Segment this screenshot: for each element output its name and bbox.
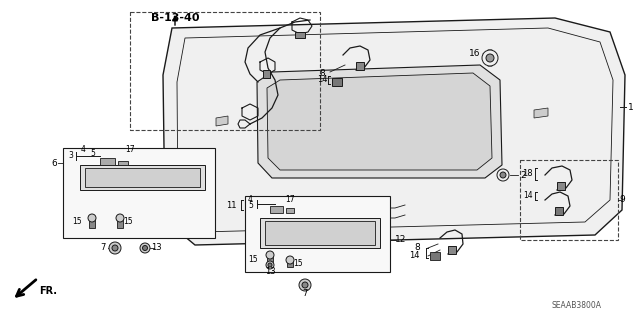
Text: 3: 3 — [68, 152, 73, 160]
Text: 11: 11 — [227, 201, 237, 210]
Text: 6: 6 — [51, 159, 57, 167]
Text: 18: 18 — [522, 169, 533, 179]
Polygon shape — [117, 218, 123, 228]
Text: SEAAB3800A: SEAAB3800A — [551, 300, 601, 309]
Polygon shape — [118, 161, 128, 165]
Text: 16: 16 — [469, 49, 481, 58]
Polygon shape — [80, 165, 205, 190]
Polygon shape — [89, 218, 95, 228]
Circle shape — [486, 54, 494, 62]
Circle shape — [299, 279, 311, 291]
Polygon shape — [267, 73, 492, 170]
Text: 14: 14 — [524, 191, 533, 201]
Polygon shape — [263, 70, 270, 78]
Circle shape — [266, 261, 274, 269]
Polygon shape — [245, 196, 390, 272]
Text: 5: 5 — [91, 149, 95, 158]
Polygon shape — [287, 260, 293, 267]
Polygon shape — [265, 221, 375, 245]
Text: B-13-40: B-13-40 — [151, 13, 199, 23]
Polygon shape — [286, 208, 294, 213]
Circle shape — [302, 282, 308, 288]
Circle shape — [112, 245, 118, 251]
Text: 5: 5 — [248, 202, 253, 211]
Polygon shape — [85, 168, 200, 187]
Circle shape — [140, 243, 150, 253]
Circle shape — [88, 214, 96, 222]
Polygon shape — [260, 218, 380, 248]
Circle shape — [500, 172, 506, 178]
Polygon shape — [356, 62, 364, 70]
Text: 7: 7 — [100, 243, 106, 253]
Text: FR.: FR. — [39, 286, 57, 296]
Circle shape — [268, 263, 272, 267]
Text: 13: 13 — [265, 268, 275, 277]
Text: 2: 2 — [520, 170, 526, 180]
Circle shape — [286, 256, 294, 264]
Polygon shape — [486, 50, 494, 66]
Polygon shape — [63, 148, 215, 238]
Polygon shape — [216, 116, 228, 126]
Text: 7: 7 — [302, 290, 308, 299]
Text: 17: 17 — [285, 196, 295, 204]
Text: 1: 1 — [628, 102, 634, 112]
Polygon shape — [295, 32, 305, 38]
Polygon shape — [332, 78, 342, 86]
Text: 15: 15 — [248, 255, 258, 263]
Polygon shape — [557, 182, 565, 190]
Polygon shape — [555, 207, 563, 215]
Text: 13: 13 — [150, 243, 161, 253]
Text: 8: 8 — [319, 69, 325, 78]
Text: 14: 14 — [317, 76, 327, 85]
Text: 8: 8 — [414, 243, 420, 253]
Polygon shape — [100, 158, 115, 165]
Circle shape — [109, 242, 121, 254]
Polygon shape — [534, 108, 548, 118]
Circle shape — [497, 169, 509, 181]
Text: 12: 12 — [396, 235, 406, 244]
Text: 9: 9 — [619, 196, 625, 204]
Polygon shape — [430, 252, 440, 260]
Text: 4: 4 — [248, 196, 253, 204]
Text: 15: 15 — [72, 218, 82, 226]
Circle shape — [116, 214, 124, 222]
Text: 4: 4 — [81, 145, 85, 153]
Polygon shape — [448, 246, 456, 254]
Circle shape — [266, 251, 274, 259]
Circle shape — [482, 50, 498, 66]
Polygon shape — [163, 18, 625, 245]
Text: 15: 15 — [293, 259, 303, 269]
Text: 15: 15 — [123, 218, 133, 226]
Text: 14: 14 — [410, 250, 420, 259]
Text: 17: 17 — [125, 145, 135, 153]
Polygon shape — [257, 65, 502, 178]
Polygon shape — [267, 255, 273, 262]
Polygon shape — [270, 206, 283, 213]
Circle shape — [143, 246, 147, 250]
